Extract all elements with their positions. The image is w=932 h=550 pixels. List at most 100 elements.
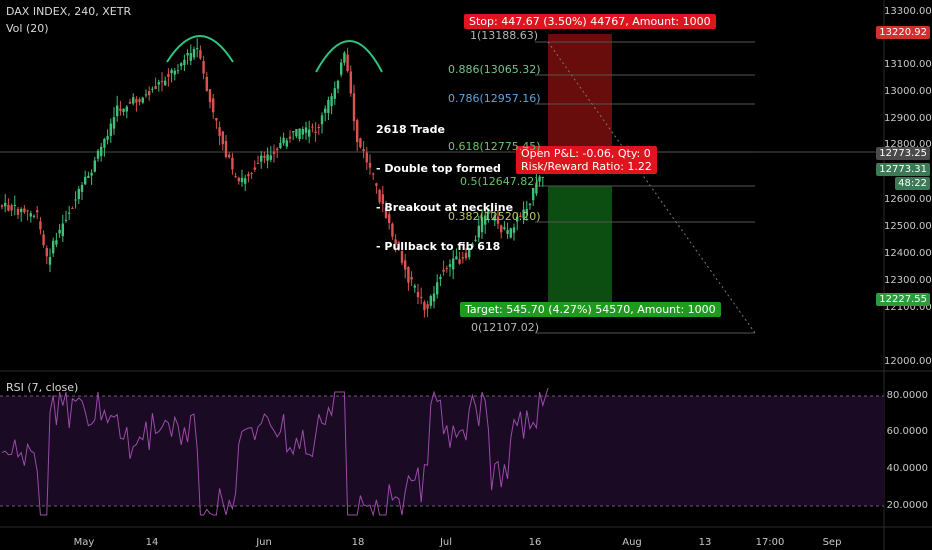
candle-body xyxy=(311,126,314,128)
candle-body xyxy=(116,105,119,117)
candle-body xyxy=(96,150,100,159)
candle-body xyxy=(215,117,218,121)
candle-body xyxy=(512,227,516,233)
candle-body xyxy=(276,148,279,151)
candle-body xyxy=(90,172,93,176)
target-zone[interactable] xyxy=(548,186,612,312)
candle-body xyxy=(93,160,96,172)
candle-body xyxy=(176,70,180,72)
candle-body xyxy=(199,50,202,59)
candle-body xyxy=(304,127,308,133)
candle-body xyxy=(48,257,52,265)
time-tick: 16 xyxy=(528,537,542,548)
candle-body xyxy=(61,223,64,237)
candle-body xyxy=(528,203,532,206)
volume-indicator-title[interactable]: Vol (20) xyxy=(6,22,49,35)
risk-reward-text: Risk/Reward Ratio: 1.22 xyxy=(521,160,652,173)
candle-body xyxy=(208,89,212,103)
target-price-tag[interactable]: 12227.55 xyxy=(876,293,930,306)
time-tick: Sep xyxy=(822,537,842,548)
bar-countdown-tag: 48:22 xyxy=(895,177,930,190)
double-top-arc-icon[interactable] xyxy=(315,40,383,73)
candle-body xyxy=(298,128,301,140)
candle-body xyxy=(301,128,304,135)
candle-body xyxy=(64,219,68,221)
double-top-arc-icon[interactable] xyxy=(166,35,234,63)
candle-body xyxy=(247,174,250,177)
time-tick: Jun xyxy=(256,537,272,548)
candle-body xyxy=(464,252,468,259)
pnl-box[interactable]: Open P&L: -0.06, Qty: 0 Risk/Reward Rati… xyxy=(516,146,657,174)
target-label[interactable]: Target: 545.70 (4.27%) 54570, Amount: 10… xyxy=(460,302,721,317)
fib-label[interactable]: 0.618(12775.45) xyxy=(448,140,541,153)
candle-body xyxy=(288,136,292,139)
price-tick: 13100.00 xyxy=(884,59,932,70)
candle-body xyxy=(260,155,263,162)
candle-body xyxy=(384,207,388,218)
candle-body xyxy=(327,100,330,114)
candle-body xyxy=(144,94,148,96)
fib-label[interactable]: 0.786(12957.16) xyxy=(448,92,541,105)
candle-body xyxy=(525,208,528,214)
rsi-tick: 40.0000 xyxy=(886,463,928,474)
candle-body xyxy=(141,97,144,103)
candle-body xyxy=(484,215,487,225)
candle-body xyxy=(410,276,413,280)
rsi-tick: 80.0000 xyxy=(886,390,928,401)
candle-body xyxy=(7,204,10,211)
rsi-indicator-title[interactable]: RSI (7, close) xyxy=(6,381,79,394)
candle-body xyxy=(29,213,32,217)
candle-body xyxy=(285,140,288,147)
candle-body xyxy=(519,215,522,218)
candle-body xyxy=(160,80,164,82)
rsi-tick: 20.0000 xyxy=(886,500,928,511)
candle-body xyxy=(356,120,359,143)
candle-body xyxy=(205,76,208,91)
candle-body xyxy=(138,99,141,102)
candle-body xyxy=(39,221,42,230)
stop-zone[interactable] xyxy=(548,34,612,155)
candle-body xyxy=(282,137,285,144)
candle-body xyxy=(375,183,378,186)
candle-body xyxy=(42,234,45,246)
candle-body xyxy=(295,129,298,137)
candle-body xyxy=(532,187,535,201)
symbol-title[interactable]: DAX INDEX, 240, XETR xyxy=(6,5,132,18)
trade-note[interactable]: 2618 Trade - Double top formed - Breakou… xyxy=(376,97,513,279)
candle-body xyxy=(413,285,416,288)
candle-body xyxy=(263,155,266,158)
stop-price-tag[interactable]: 13220.92 xyxy=(876,26,930,39)
candle-body xyxy=(324,108,327,113)
last-price-tag[interactable]: 12773.31 xyxy=(876,163,930,176)
fib-label[interactable]: 1(13188.63) xyxy=(470,29,539,42)
candle-body xyxy=(269,155,272,160)
candle-body xyxy=(349,71,352,94)
rsi-line[interactable] xyxy=(1,387,549,517)
candle-body xyxy=(314,131,317,133)
candle-body xyxy=(397,242,400,250)
candle-body xyxy=(506,229,509,234)
candle-body xyxy=(74,199,77,201)
price-tick: 12300.00 xyxy=(884,275,932,286)
candle-body xyxy=(541,176,544,178)
candle-body xyxy=(20,208,23,213)
neckline-price-tag[interactable]: 12773.25 xyxy=(876,147,930,160)
candle-body xyxy=(80,184,84,192)
candle-body xyxy=(461,257,464,259)
fib-label[interactable]: 0.886(13065.32) xyxy=(448,63,541,76)
fib-label[interactable]: 0.382(12520.20) xyxy=(448,210,541,223)
candle-body xyxy=(4,202,7,207)
fib-label[interactable]: 0(12107.02) xyxy=(471,321,540,334)
candlestick-series[interactable] xyxy=(0,38,544,318)
candle-body xyxy=(480,216,484,233)
candle-body xyxy=(352,93,356,122)
candle-body xyxy=(52,240,55,254)
fib-label[interactable]: 0.5(12647.82) xyxy=(460,175,539,188)
stop-label[interactable]: Stop: 447.67 (3.50%) 44767, Amount: 1000 xyxy=(464,14,716,29)
candle-body xyxy=(132,97,135,104)
candle-body xyxy=(221,131,224,145)
candle-body xyxy=(167,73,170,77)
candle-body xyxy=(445,268,448,270)
